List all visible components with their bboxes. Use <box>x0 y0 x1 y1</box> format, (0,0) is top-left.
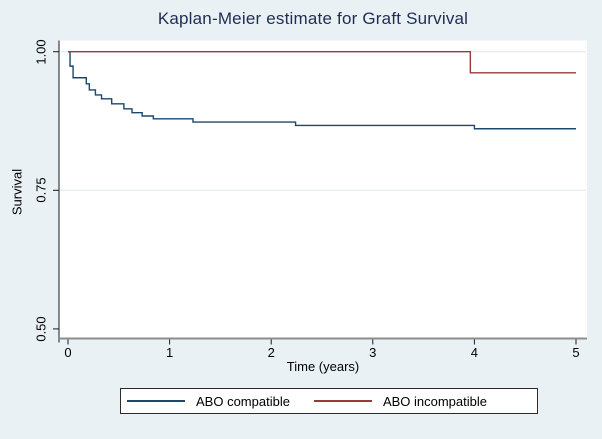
chart-title: Kaplan-Meier estimate for Graft Survival <box>157 9 469 28</box>
legend-label-abo-compatible: ABO compatible <box>196 393 290 409</box>
legend-item-abo-compatible: ABO compatible <box>127 394 290 409</box>
x-tick-label-5: 5 <box>572 345 580 360</box>
y-tick-label-0.50: 0.50 <box>33 316 49 342</box>
abo-compatible-line-swatch <box>127 400 185 402</box>
x-tick-label-1: 1 <box>165 345 174 360</box>
x-tick-label-0: 0 <box>64 345 72 360</box>
y-tick-label-1.00: 1.00 <box>33 39 49 65</box>
abo-incompatible-line-swatch <box>313 400 372 402</box>
y-axis-label: Survival <box>9 168 25 216</box>
x-tick-label-2: 2 <box>267 345 275 360</box>
legend-label-abo-incompatible: ABO incompatible <box>382 393 487 409</box>
legend-item-abo-incompatible: ABO incompatible <box>313 393 487 409</box>
x-axis-label: Time (years) <box>286 359 360 374</box>
y-tick-label-0.75: 0.75 <box>33 177 49 203</box>
legend: ABO compatible ABO incompatible <box>120 388 538 414</box>
x-tick-label-3: 3 <box>369 345 377 360</box>
x-tick-label-4: 4 <box>470 345 479 360</box>
